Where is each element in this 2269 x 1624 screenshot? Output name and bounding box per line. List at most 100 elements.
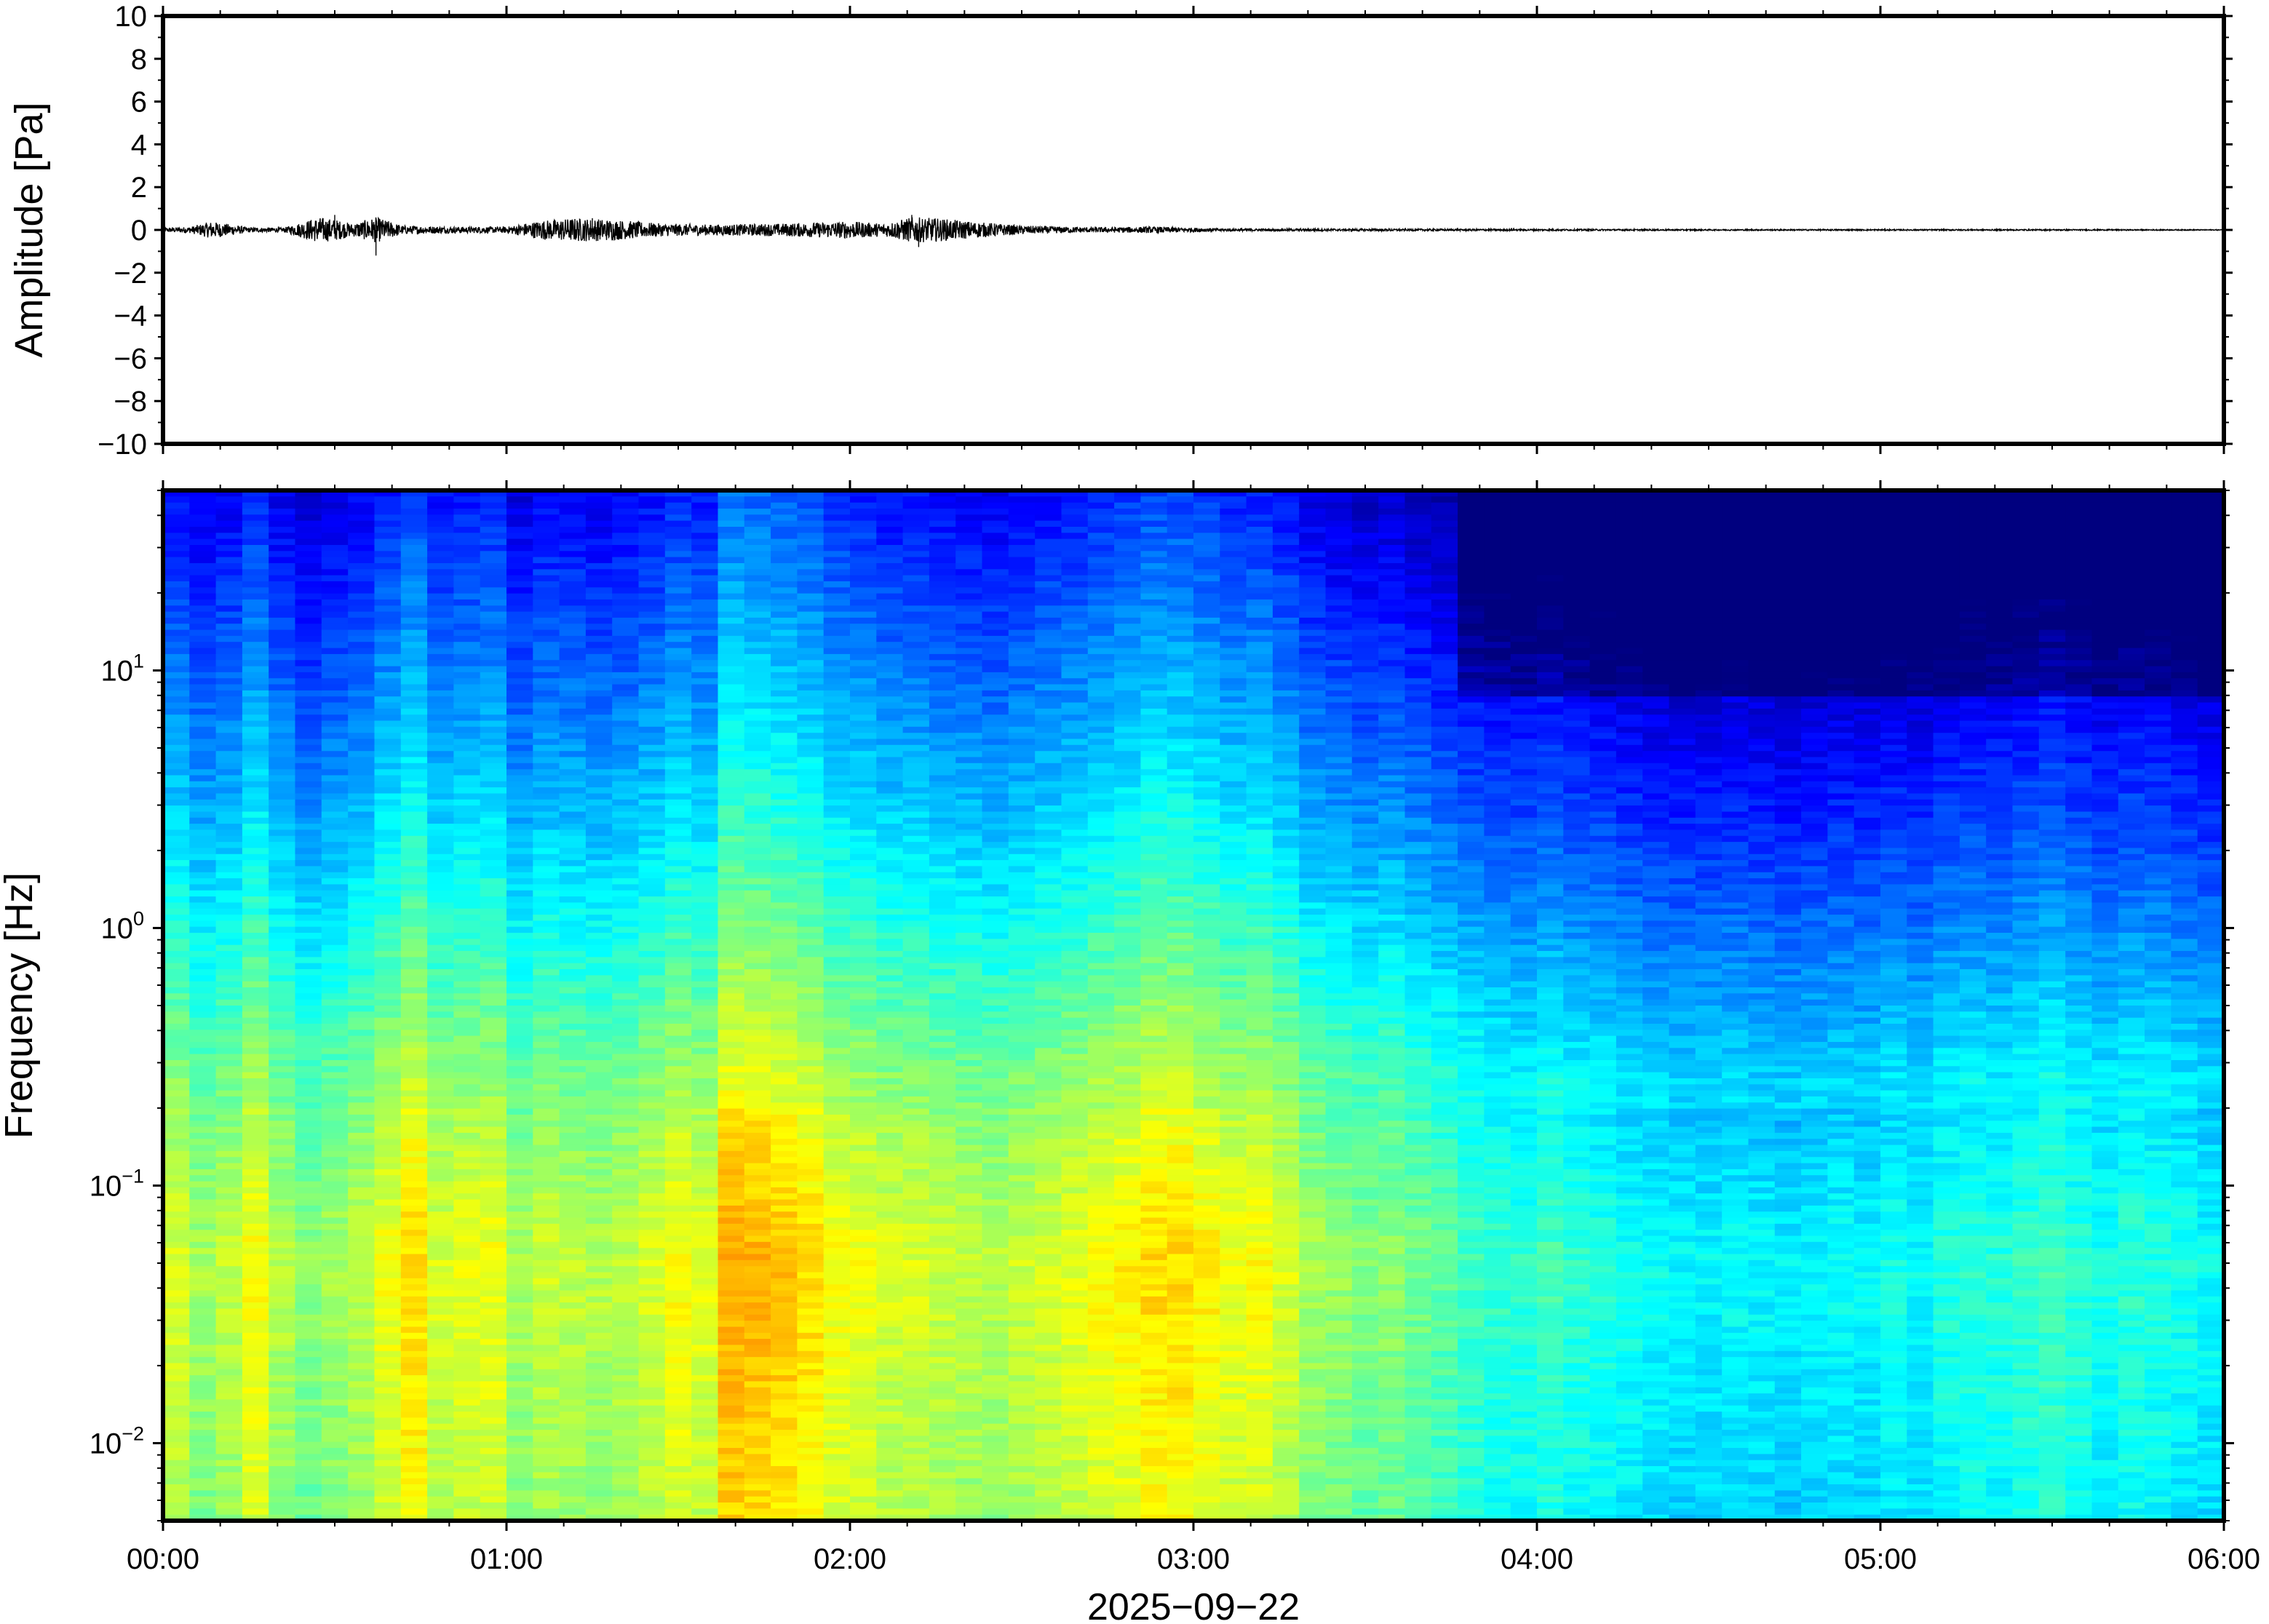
spectrogram-cell <box>876 708 904 715</box>
spectrogram-cell <box>480 1205 507 1212</box>
spectrogram-cell <box>797 1314 824 1321</box>
spectrogram-cell <box>823 502 851 509</box>
spectrogram-cell <box>321 1035 349 1043</box>
spectrogram-cell <box>374 1357 402 1364</box>
spectrogram-cell <box>691 1011 719 1019</box>
spectrogram-cell <box>215 769 243 776</box>
spectrogram-cell <box>850 817 878 824</box>
spectrogram-cell <box>348 739 375 746</box>
spectrogram-cell <box>163 1060 191 1067</box>
spectrogram-cell <box>797 617 824 624</box>
spectrogram-cell <box>533 1078 560 1086</box>
spectrogram-cell <box>585 1412 613 1419</box>
spectrogram-cell <box>189 617 217 624</box>
spectrogram-cell <box>664 575 692 582</box>
spectrogram-cell <box>638 757 666 764</box>
spectrogram-cell <box>295 587 322 594</box>
spectrogram-cell <box>691 1266 719 1273</box>
spectrogram-cell <box>400 1393 428 1401</box>
spectrogram-cell <box>427 939 455 946</box>
spectrogram-cell <box>348 1072 375 1079</box>
spectrogram-cell <box>559 690 587 697</box>
spectrogram-cell <box>189 509 217 516</box>
spectrogram-cell <box>585 1399 613 1406</box>
spectrogram-cell <box>612 1235 640 1243</box>
spectrogram-cell <box>295 1163 322 1170</box>
spectrogram-cell <box>612 926 640 934</box>
spectrogram-cell <box>242 1399 269 1406</box>
spectrogram-cell <box>374 933 402 940</box>
spectrogram-cell <box>797 835 824 843</box>
spectrogram-cell <box>664 957 692 964</box>
spectrogram-cell <box>215 1042 243 1049</box>
spectrogram-cell <box>876 1121 904 1128</box>
spectrogram-cell <box>691 1254 719 1261</box>
spectrogram-cell <box>506 502 534 509</box>
spectrogram-cell <box>638 1030 666 1037</box>
spectrogram-cell <box>638 987 666 995</box>
spectrogram-cell <box>823 733 851 740</box>
spectrogram-cell <box>744 733 771 740</box>
spectrogram-cell <box>691 1090 719 1097</box>
spectrogram-cell <box>374 1006 402 1013</box>
spectrogram-cell <box>242 696 269 704</box>
spectrogram-cell <box>295 1436 322 1443</box>
spectrogram-cell <box>163 872 191 879</box>
spectrogram-cell <box>902 502 930 509</box>
spectrogram-cell <box>744 1375 771 1382</box>
spectrogram-cell <box>480 1345 507 1352</box>
spectrogram-cell <box>269 708 296 715</box>
spectrogram-cell <box>744 1114 771 1121</box>
waveform-frame <box>161 14 2226 446</box>
spectrogram-cell <box>533 939 560 946</box>
spectrogram-cell <box>453 1259 481 1267</box>
spectrogram-cell <box>321 1241 349 1249</box>
spectrogram-cell <box>559 739 587 746</box>
spectrogram-cell <box>823 1272 851 1279</box>
spectrogram-cell <box>559 981 587 988</box>
spectrogram-cell <box>242 1454 269 1461</box>
spectrogram-cell <box>506 1508 534 1516</box>
spectrogram-cell <box>691 1066 719 1073</box>
spectrogram-cell <box>480 744 507 752</box>
spectrogram-cell <box>400 975 428 982</box>
spectrogram-cell <box>321 1332 349 1340</box>
spectrogram-cell <box>823 1175 851 1182</box>
spectrogram-cell <box>321 575 349 582</box>
spectrogram-cell <box>718 715 745 722</box>
spectrogram-cell <box>638 939 666 946</box>
spectrogram-cell <box>163 860 191 867</box>
spectrogram-cell <box>797 514 824 522</box>
spectrogram-cell <box>902 939 930 946</box>
spectrogram-cell <box>321 617 349 624</box>
spectrogram-cell <box>771 1048 798 1055</box>
spectrogram-cell <box>348 751 375 758</box>
spectrogram-cell <box>480 920 507 928</box>
spectrogram-cell <box>612 678 640 685</box>
spectrogram-cell <box>189 715 217 722</box>
spectrogram-cell <box>718 1284 745 1291</box>
spectrogram-cell <box>559 1132 587 1139</box>
spectrogram-cell <box>453 1163 481 1170</box>
spectrogram-cell <box>771 1412 798 1419</box>
spectrogram-cell <box>559 617 587 624</box>
spectrogram-cell <box>269 824 296 831</box>
spectrogram-cell <box>348 1490 375 1497</box>
spectrogram-cell <box>374 1514 402 1521</box>
spectrogram-cell <box>533 563 560 570</box>
spectrogram-cell <box>638 696 666 704</box>
spectrogram-cell <box>664 757 692 764</box>
spectrogram-cell <box>295 1254 322 1261</box>
spectrogram-cell <box>295 939 322 946</box>
spectrogram-cell <box>295 981 322 988</box>
spectrogram-cell <box>664 1417 692 1425</box>
spectrogram-cell <box>850 587 878 594</box>
spectrogram-cell <box>850 1150 878 1158</box>
spectrogram-cell <box>269 1278 296 1285</box>
spectrogram-cell <box>850 1175 878 1182</box>
spectrogram-cell <box>612 1296 640 1303</box>
spectrogram-cell <box>242 944 269 952</box>
spectrogram-cell <box>902 829 930 837</box>
spectrogram-cell <box>400 866 428 873</box>
spectrogram-cell <box>850 726 878 733</box>
